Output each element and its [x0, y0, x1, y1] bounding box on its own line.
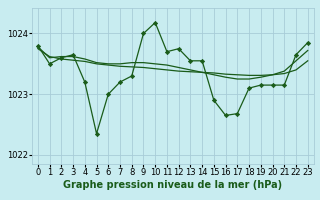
X-axis label: Graphe pression niveau de la mer (hPa): Graphe pression niveau de la mer (hPa) — [63, 180, 282, 190]
